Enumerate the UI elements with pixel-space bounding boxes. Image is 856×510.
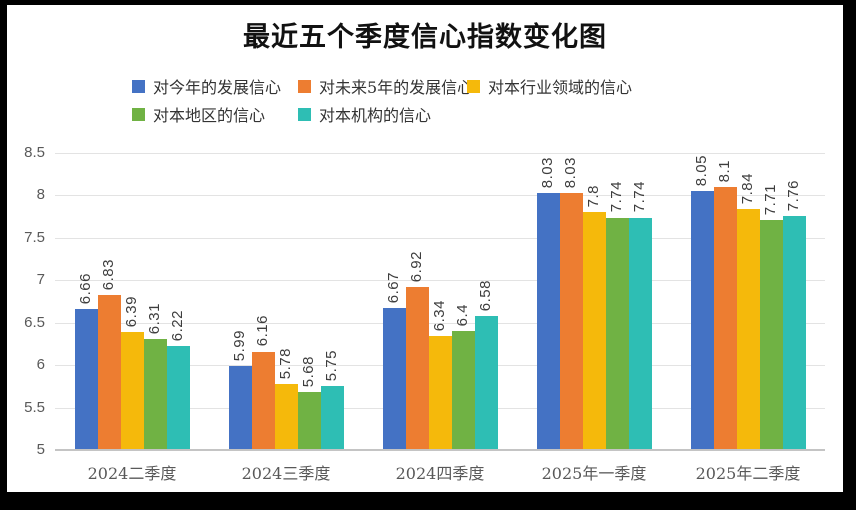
x-category-label: 2025年二季度 <box>695 464 801 483</box>
bar-value-label: 8.03 <box>539 156 556 188</box>
bar-value-label: 7.84 <box>739 172 756 205</box>
chart-canvas: 最近五个季度信心指数变化图 对今年的发展信心 对未来5年的发展信心 对本行业领域… <box>7 5 843 492</box>
bar-value-label: 8.05 <box>693 154 710 187</box>
bar-series0-cat2 <box>382 308 406 450</box>
bar-series2-cat2 <box>428 336 452 450</box>
bar-series1-cat4 <box>713 186 737 450</box>
y-axis: 8.5 8 7.5 7 6.5 6 5.5 5 <box>7 144 45 458</box>
bar-value-label: 5.99 <box>231 329 248 361</box>
bar-value-label: 6.34 <box>431 300 448 332</box>
chart-title: 最近五个季度信心指数变化图 <box>243 22 607 53</box>
bar-series4-cat1 <box>320 386 344 450</box>
y-tick-label: 5 <box>36 441 45 458</box>
bar-series1-cat2 <box>405 287 429 450</box>
y-tick-label: 5.5 <box>24 398 45 416</box>
bar-value-label: 6.58 <box>477 279 494 311</box>
bar-value-label: 7.74 <box>631 181 648 213</box>
bar-value-label: 6.16 <box>254 315 271 347</box>
bar-value-label: 6.83 <box>100 258 117 290</box>
legend-label: 对今年的发展信心 <box>153 78 282 97</box>
bar-series4-cat2 <box>474 315 498 450</box>
bar-series3-cat1 <box>297 392 321 450</box>
bar-value-label: 6.66 <box>77 272 94 305</box>
bar-value-label: 8.03 <box>562 156 579 188</box>
legend-item-industry: 对本行业领域的信心 <box>467 74 632 98</box>
gridline <box>55 153 825 154</box>
x-axis-line <box>55 449 825 451</box>
x-category-label: 2024三季度 <box>241 464 331 483</box>
bar-series3-cat4 <box>759 220 783 450</box>
y-tick-label: 7.5 <box>24 228 45 246</box>
x-category-label: 2025年一季度 <box>541 464 647 483</box>
legend-marker-teal-icon <box>298 107 311 121</box>
y-tick-label: 8.5 <box>24 144 45 161</box>
x-category-label: 2024二季度 <box>87 464 177 483</box>
bar-series1-cat3 <box>559 192 583 450</box>
y-tick-label: 7 <box>36 271 45 289</box>
bar-value-label: 6.22 <box>169 310 186 342</box>
bar-value-label: 6.92 <box>408 250 425 283</box>
bar-series1-cat0 <box>97 294 121 450</box>
bar-series2-cat1 <box>274 383 298 450</box>
legend-item-this-year: 对今年的发展信心 <box>132 74 281 98</box>
bar-series4-cat4 <box>782 215 806 450</box>
bar-series0-cat0 <box>74 309 98 450</box>
bar-series0-cat4 <box>690 191 714 450</box>
legend-marker-gold-icon <box>467 79 480 93</box>
bar-series3-cat3 <box>605 217 629 450</box>
bar-series2-cat4 <box>736 209 760 450</box>
legend-marker-blue-icon <box>132 79 145 93</box>
bar-series0-cat3 <box>536 192 560 450</box>
bar-series4-cat0 <box>166 346 190 450</box>
legend-item-region: 对本地区的信心 <box>132 102 265 126</box>
gridline <box>55 322 825 324</box>
gridline <box>55 195 825 197</box>
legend-marker-orange-icon <box>298 79 311 93</box>
bar-series3-cat2 <box>451 331 475 450</box>
bar-series2-cat3 <box>582 212 606 450</box>
bar-value-label: 7.76 <box>785 179 802 211</box>
y-tick-label: 6 <box>36 356 45 374</box>
bar-value-label: 5.75 <box>323 350 340 382</box>
bar-series4-cat3 <box>628 217 652 450</box>
bar-value-label: 7.8 <box>585 185 602 208</box>
legend-label: 对未来5年的发展信心 <box>319 78 474 97</box>
legend-marker-green-icon <box>132 107 145 121</box>
y-tick-label: 8 <box>36 186 45 204</box>
bar-value-label: 6.31 <box>146 302 163 334</box>
bar-value-label: 6.39 <box>123 295 140 328</box>
bar-value-label: 7.74 <box>608 181 625 213</box>
gridline <box>55 237 825 239</box>
legend-label: 对本地区的信心 <box>153 106 266 125</box>
bar-value-label: 5.68 <box>300 356 317 388</box>
legend-item-institution: 对本机构的信心 <box>298 102 431 126</box>
legend-item-next-5-years: 对未来5年的发展信心 <box>298 74 473 98</box>
bar-series1-cat1 <box>251 351 275 450</box>
bar-value-label: 7.71 <box>762 183 779 216</box>
bar-value-label: 8.1 <box>716 159 733 182</box>
legend-label: 对本机构的信心 <box>319 106 432 125</box>
gridline <box>55 280 825 282</box>
x-category-label: 2024四季度 <box>395 464 485 483</box>
bar-value-label: 5.78 <box>277 347 294 379</box>
bar-value-label: 6.67 <box>385 272 402 304</box>
plot-area: 6.66 6.83 6.39 6.31 6.22 2024二季度 5.99 6.16 5.78 5… <box>55 153 825 483</box>
bar-series2-cat0 <box>120 332 144 450</box>
legend-label: 对本行业领域的信心 <box>488 78 633 97</box>
bar-series3-cat0 <box>143 338 167 450</box>
y-tick-label: 6.5 <box>24 313 45 331</box>
bar-series0-cat1 <box>228 366 252 450</box>
bar-value-label: 6.4 <box>454 303 471 327</box>
